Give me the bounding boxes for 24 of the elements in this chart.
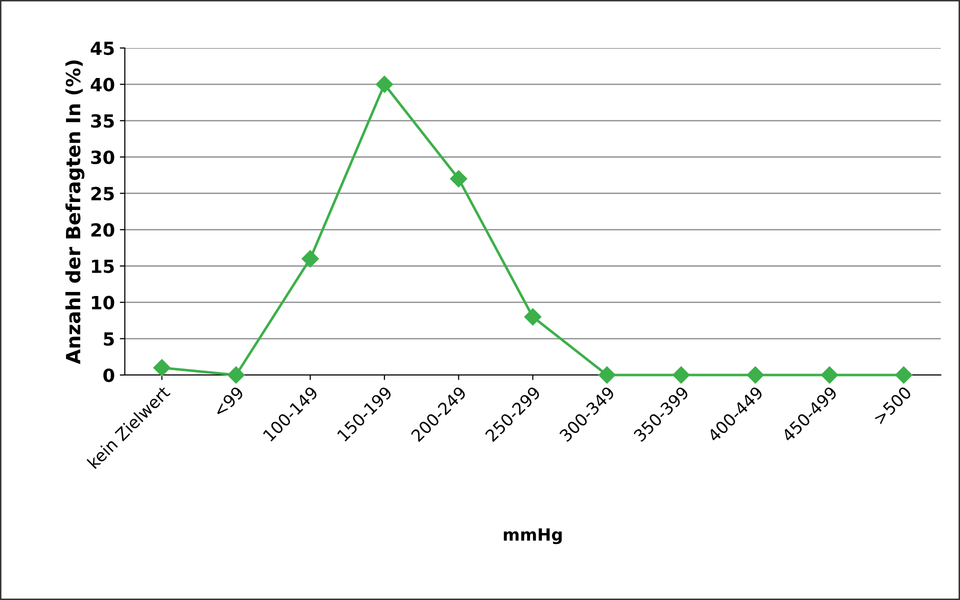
point bbox=[153, 359, 170, 376]
point bbox=[376, 76, 393, 93]
y-tick-label: 20 bbox=[91, 223, 114, 237]
y-tick-label: 30 bbox=[91, 150, 114, 164]
point bbox=[450, 170, 468, 188]
y-tick-label: 10 bbox=[92, 296, 114, 310]
x-axis-title: mmHg bbox=[504, 528, 562, 544]
y-axis-title: Anzahl der Befragten In (%) bbox=[65, 60, 84, 364]
point bbox=[672, 366, 690, 384]
y-tick-label: 40 bbox=[90, 78, 114, 92]
y-tick-label: 35 bbox=[91, 114, 114, 128]
y-tick-label: 15 bbox=[92, 260, 114, 274]
y-tick-label: 45 bbox=[90, 42, 114, 56]
point bbox=[228, 366, 245, 384]
point bbox=[820, 366, 838, 384]
y-tick-label: 25 bbox=[91, 186, 114, 200]
y-tick-label: 0 bbox=[103, 368, 114, 382]
point bbox=[524, 308, 542, 326]
point bbox=[746, 366, 764, 384]
point bbox=[598, 366, 616, 384]
x-tick-label: <99 bbox=[212, 386, 244, 418]
y-tick-label: 5 bbox=[104, 332, 114, 346]
point bbox=[302, 250, 319, 268]
point bbox=[895, 366, 912, 384]
